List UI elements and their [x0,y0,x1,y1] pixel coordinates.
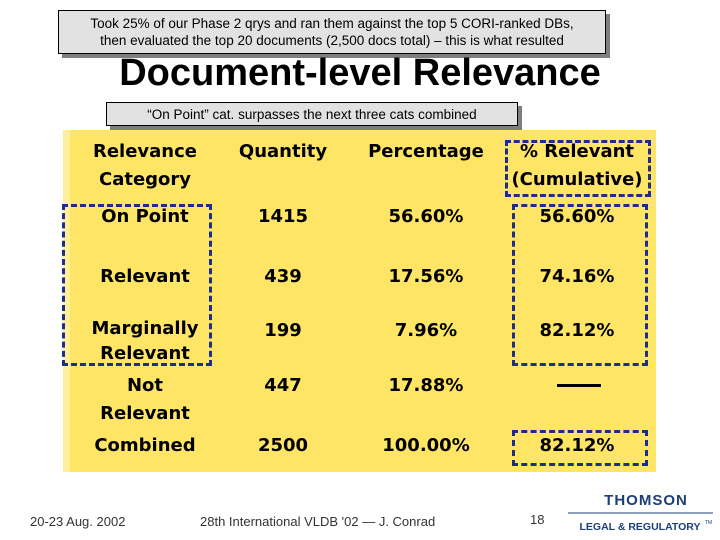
row-on-point-cumulative: 56.60% [539,206,615,227]
row-relevant-category: Relevant [100,266,190,287]
summary-line-1: Took 25% of our Phase 2 qrys and ran the… [90,16,574,31]
row-combined-percentage: 100.00% [382,435,470,456]
row-not-relevant-percentage: 17.88% [388,375,464,396]
page-number: 18 [530,512,545,527]
row-relevant-percentage: 17.56% [388,266,464,287]
row-combined-category: Combined [94,435,196,456]
logo-name: THOMSON [604,492,688,509]
row-not-relevant-quantity: 447 [264,375,302,396]
table-panel [70,130,656,472]
row-relevant-cumulative: 74.16% [539,266,615,287]
not-applicable-dash [557,384,601,387]
footer-date: 20-23 Aug. 2002 [30,514,126,529]
logo-trademark: TM [705,520,712,526]
header-cumulative: % Relevant (Cumulative) [511,141,643,190]
header-category: Relevance Category [92,141,198,190]
row-combined-cumulative: 82.12% [539,435,615,456]
highlight-cumulative-values [512,204,648,366]
highlight-relevant-categories [62,204,212,366]
row-on-point-quantity: 1415 [257,206,309,227]
footer-conference: 28th International VLDB '02 — J. Conrad [200,514,436,529]
row-marginally-relevant-quantity: 199 [264,320,302,341]
highlight-combined-cumulative [512,430,648,466]
summary-callout: Took 25% of our Phase 2 qrys and ran the… [58,10,606,54]
row-on-point-category: On Point [101,206,189,227]
logo-tagline: LEGAL & REGULATORY [580,521,701,533]
header-quantity: Quantity [238,141,328,162]
row-marginally-relevant-category: Marginally Relevant [91,318,199,364]
summary-line-2: then evaluated the top 20 documents (2,5… [100,33,564,48]
header-percentage: Percentage [368,141,484,162]
row-not-relevant-category: Not Relevant [100,375,190,424]
row-on-point-percentage: 56.60% [388,206,464,227]
row-combined-quantity: 2500 [257,435,309,456]
slide-title: Document-level Relevance [119,52,601,94]
row-marginally-relevant-cumulative: 82.12% [539,320,615,341]
row-relevant-quantity: 439 [264,266,302,287]
highlight-cumulative-header [505,140,651,197]
subtitle-text: “On Point” cat. surpasses the next three… [147,106,477,122]
row-marginally-relevant-percentage: 7.96% [394,320,458,341]
thomson-logo: THOMSON LEGAL & REGULATORY TM [568,492,713,533]
subtitle-callout: “On Point” cat. surpasses the next three… [106,102,518,126]
